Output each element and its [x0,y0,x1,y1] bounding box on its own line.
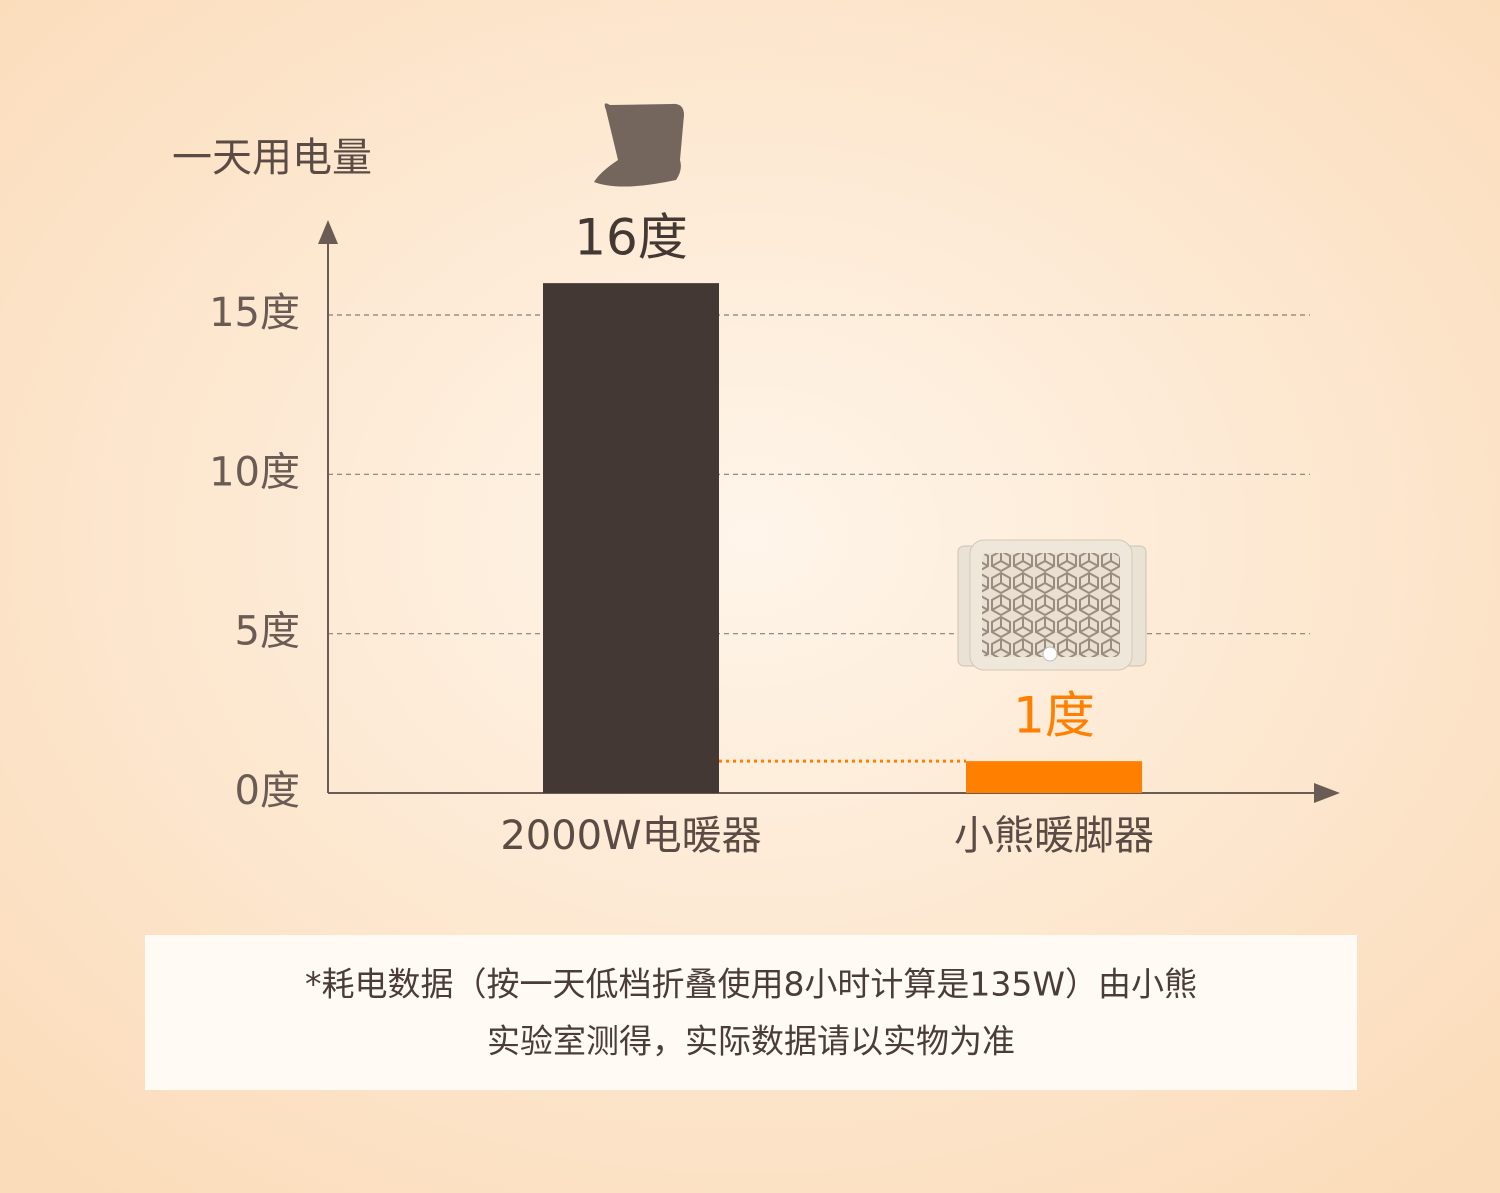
heater-icon [594,103,684,187]
x-tick-label: 小熊暖脚器 [954,813,1154,859]
note-line: 实验室测得，实际数据请以实物为准 [487,1022,1015,1061]
x-axis-arrow [1314,783,1340,803]
y-axis-label: 一天用电量 [172,135,372,181]
y-tick-label: 0度 [235,768,300,814]
y-axis-arrow [318,220,338,244]
bar [966,761,1142,793]
x-tick-label: 2000W电暖器 [500,813,761,859]
value-label: 1度 [1013,687,1095,745]
y-tick-label: 10度 [209,449,300,495]
y-tick-label: 5度 [235,609,300,655]
foot-warmer-icon [957,539,1147,671]
y-tick-label: 15度 [209,290,300,336]
bar [543,283,719,793]
note-box [145,935,1357,1090]
value-label: 16度 [574,209,688,267]
note-line: *耗电数据（按一天低档折叠使用8小时计算是135W）由小熊 [305,965,1197,1004]
